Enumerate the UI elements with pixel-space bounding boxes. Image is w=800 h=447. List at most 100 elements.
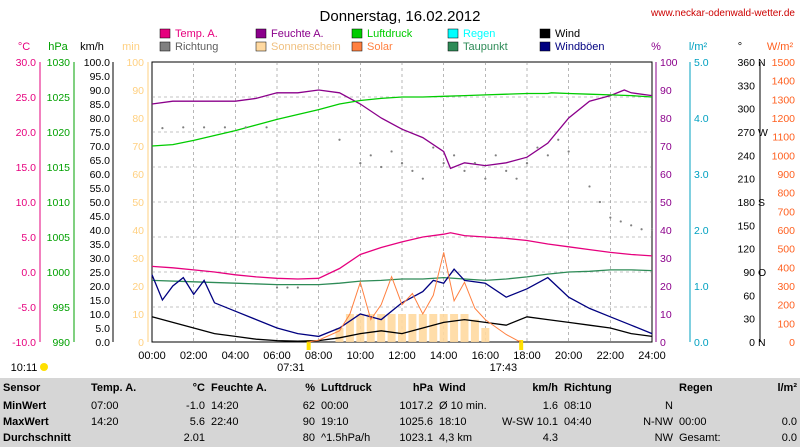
- legend-swatch: [539, 28, 551, 39]
- legend-swatch: [255, 41, 267, 52]
- stats-cell: 00:00: [321, 400, 349, 412]
- direction-point: [650, 228, 654, 231]
- pressure-axis-tick: 1010: [47, 197, 71, 209]
- humidity-axis-unit: %: [651, 41, 661, 53]
- direction-point: [598, 200, 602, 204]
- sunshine-bar: [450, 314, 459, 342]
- stats-cell: W-SW 10.1: [501, 416, 558, 428]
- sunshine-axis-tick: 20: [132, 281, 144, 293]
- direction-point: [223, 126, 227, 129]
- direction-axis-tick: 330: [737, 80, 755, 92]
- direction-axis-tick: 120: [737, 244, 755, 256]
- stats-cell: N: [665, 400, 673, 412]
- direction-letter: N: [758, 57, 766, 69]
- stats-cell: 80: [302, 432, 315, 444]
- legend-label: Feuchte A.: [271, 28, 324, 40]
- stats-row-max: MaxWert 14:20 5.6 22:40 90 19:10 1025.6 …: [0, 414, 800, 430]
- stats-cell: 0.0: [781, 416, 797, 428]
- rain-axis-tick: 2.0: [694, 225, 709, 237]
- solar-axis-tick: 500: [777, 244, 795, 256]
- wind-axis-tick: 95.0: [90, 71, 111, 83]
- stats-cell: 04:40: [564, 416, 592, 428]
- time-tick: 18:00: [513, 350, 541, 362]
- wind-axis-tick: 85.0: [90, 99, 111, 111]
- stats-header-cell: Regen: [679, 382, 713, 394]
- stats-cell: [88, 430, 158, 446]
- direction-point: [421, 177, 424, 180]
- direction-axis-tick: 240: [737, 150, 755, 162]
- humidity-axis-tick: 60: [660, 169, 672, 181]
- wind-axis-tick: 60.0: [90, 169, 111, 181]
- temp-axis-tick: 20.0: [16, 127, 37, 139]
- legend-label: Taupunkt: [463, 41, 508, 53]
- temp-axis-tick: 15.0: [16, 162, 37, 174]
- stats-cell: 07:00: [91, 400, 119, 412]
- solar-axis-tick: 700: [777, 206, 795, 218]
- time-tick: 16:00: [472, 350, 500, 362]
- solar-axis-tick: 1500: [772, 57, 796, 69]
- direction-letter: O: [758, 267, 766, 279]
- temp-axis-tick: 5.0: [21, 232, 36, 244]
- legend-label: Richtung: [175, 41, 218, 53]
- wind-axis-tick: 50.0: [90, 197, 111, 209]
- stats-header-cell: hPa: [412, 382, 433, 394]
- pressure-axis-tick: 1015: [47, 162, 71, 174]
- time-tick: 12:00: [388, 350, 416, 362]
- stats-cell: 1025.6: [399, 416, 433, 428]
- series-line: [151, 316, 653, 342]
- sunset-marker: [519, 340, 524, 350]
- legend: Temp. A. Feuchte A. Luftdruck Regen Wind Rich…: [159, 28, 605, 53]
- sunshine-bar: [356, 314, 365, 342]
- wind-axis-tick: 80.0: [90, 113, 111, 125]
- solar-axis-tick: 100: [777, 318, 795, 330]
- series-line: [151, 89, 653, 170]
- direction-point: [296, 286, 299, 289]
- site-url: www.neckar-odenwald-wetter.de: [650, 8, 795, 19]
- direction-point: [432, 146, 435, 149]
- solar-axis-tick: 1300: [772, 94, 796, 106]
- sunshine-bar: [398, 314, 406, 342]
- stats-cell: 22:40: [211, 416, 239, 428]
- direction-point: [619, 220, 622, 223]
- series-line: [151, 92, 653, 147]
- wind-axis-tick: 5.0: [95, 323, 110, 335]
- direction-point: [400, 162, 404, 165]
- direction-point: [515, 177, 518, 180]
- stats-header-cell: Luftdruck: [321, 382, 372, 394]
- solar-axis-tick: 600: [777, 225, 795, 237]
- pressure-axis-tick: 1020: [47, 127, 71, 139]
- stats-cell: N-NW: [643, 416, 673, 428]
- sunshine-bar: [429, 314, 438, 342]
- direction-point: [484, 177, 487, 180]
- humidity-axis-tick: 30: [660, 253, 672, 265]
- direction-point: [380, 165, 383, 169]
- wind-axis-tick: 90.0: [90, 85, 111, 97]
- stats-cell: MaxWert: [3, 416, 49, 428]
- direction-axis-tick: 270: [737, 127, 755, 139]
- direction-point: [640, 228, 643, 231]
- stats-header-cell: °C: [192, 382, 205, 394]
- direction-point: [442, 162, 445, 165]
- humidity-axis-tick: 10: [660, 309, 672, 321]
- pressure-axis-unit: hPa: [48, 41, 68, 53]
- stats-cell: NW: [654, 432, 673, 444]
- stats-header-cell: Richtung: [564, 382, 612, 394]
- rain-axis-unit: l/m²: [689, 41, 708, 53]
- direction-point: [588, 185, 591, 188]
- stats-cell: 08:10: [564, 400, 592, 412]
- sunshine-bar: [387, 314, 396, 342]
- sunshine-bar: [460, 314, 469, 342]
- sunshine-axis-tick: 70: [132, 141, 144, 153]
- direction-axis-tick: 30: [743, 314, 755, 326]
- stats-header-cell: Wind: [439, 382, 466, 394]
- temp-axis-tick: -5.0: [18, 302, 36, 314]
- stats-cell: Durchschnitt: [3, 432, 71, 444]
- rain-axis-tick: 0.0: [694, 337, 709, 349]
- wind-axis-tick: 25.0: [90, 267, 111, 279]
- sunshine-axis-tick: 80: [132, 113, 144, 125]
- stats-cell: -1.0: [186, 400, 205, 412]
- time-tick: 00:00: [138, 350, 166, 362]
- wind-axis-tick: 15.0: [90, 295, 111, 307]
- direction-point: [630, 224, 633, 227]
